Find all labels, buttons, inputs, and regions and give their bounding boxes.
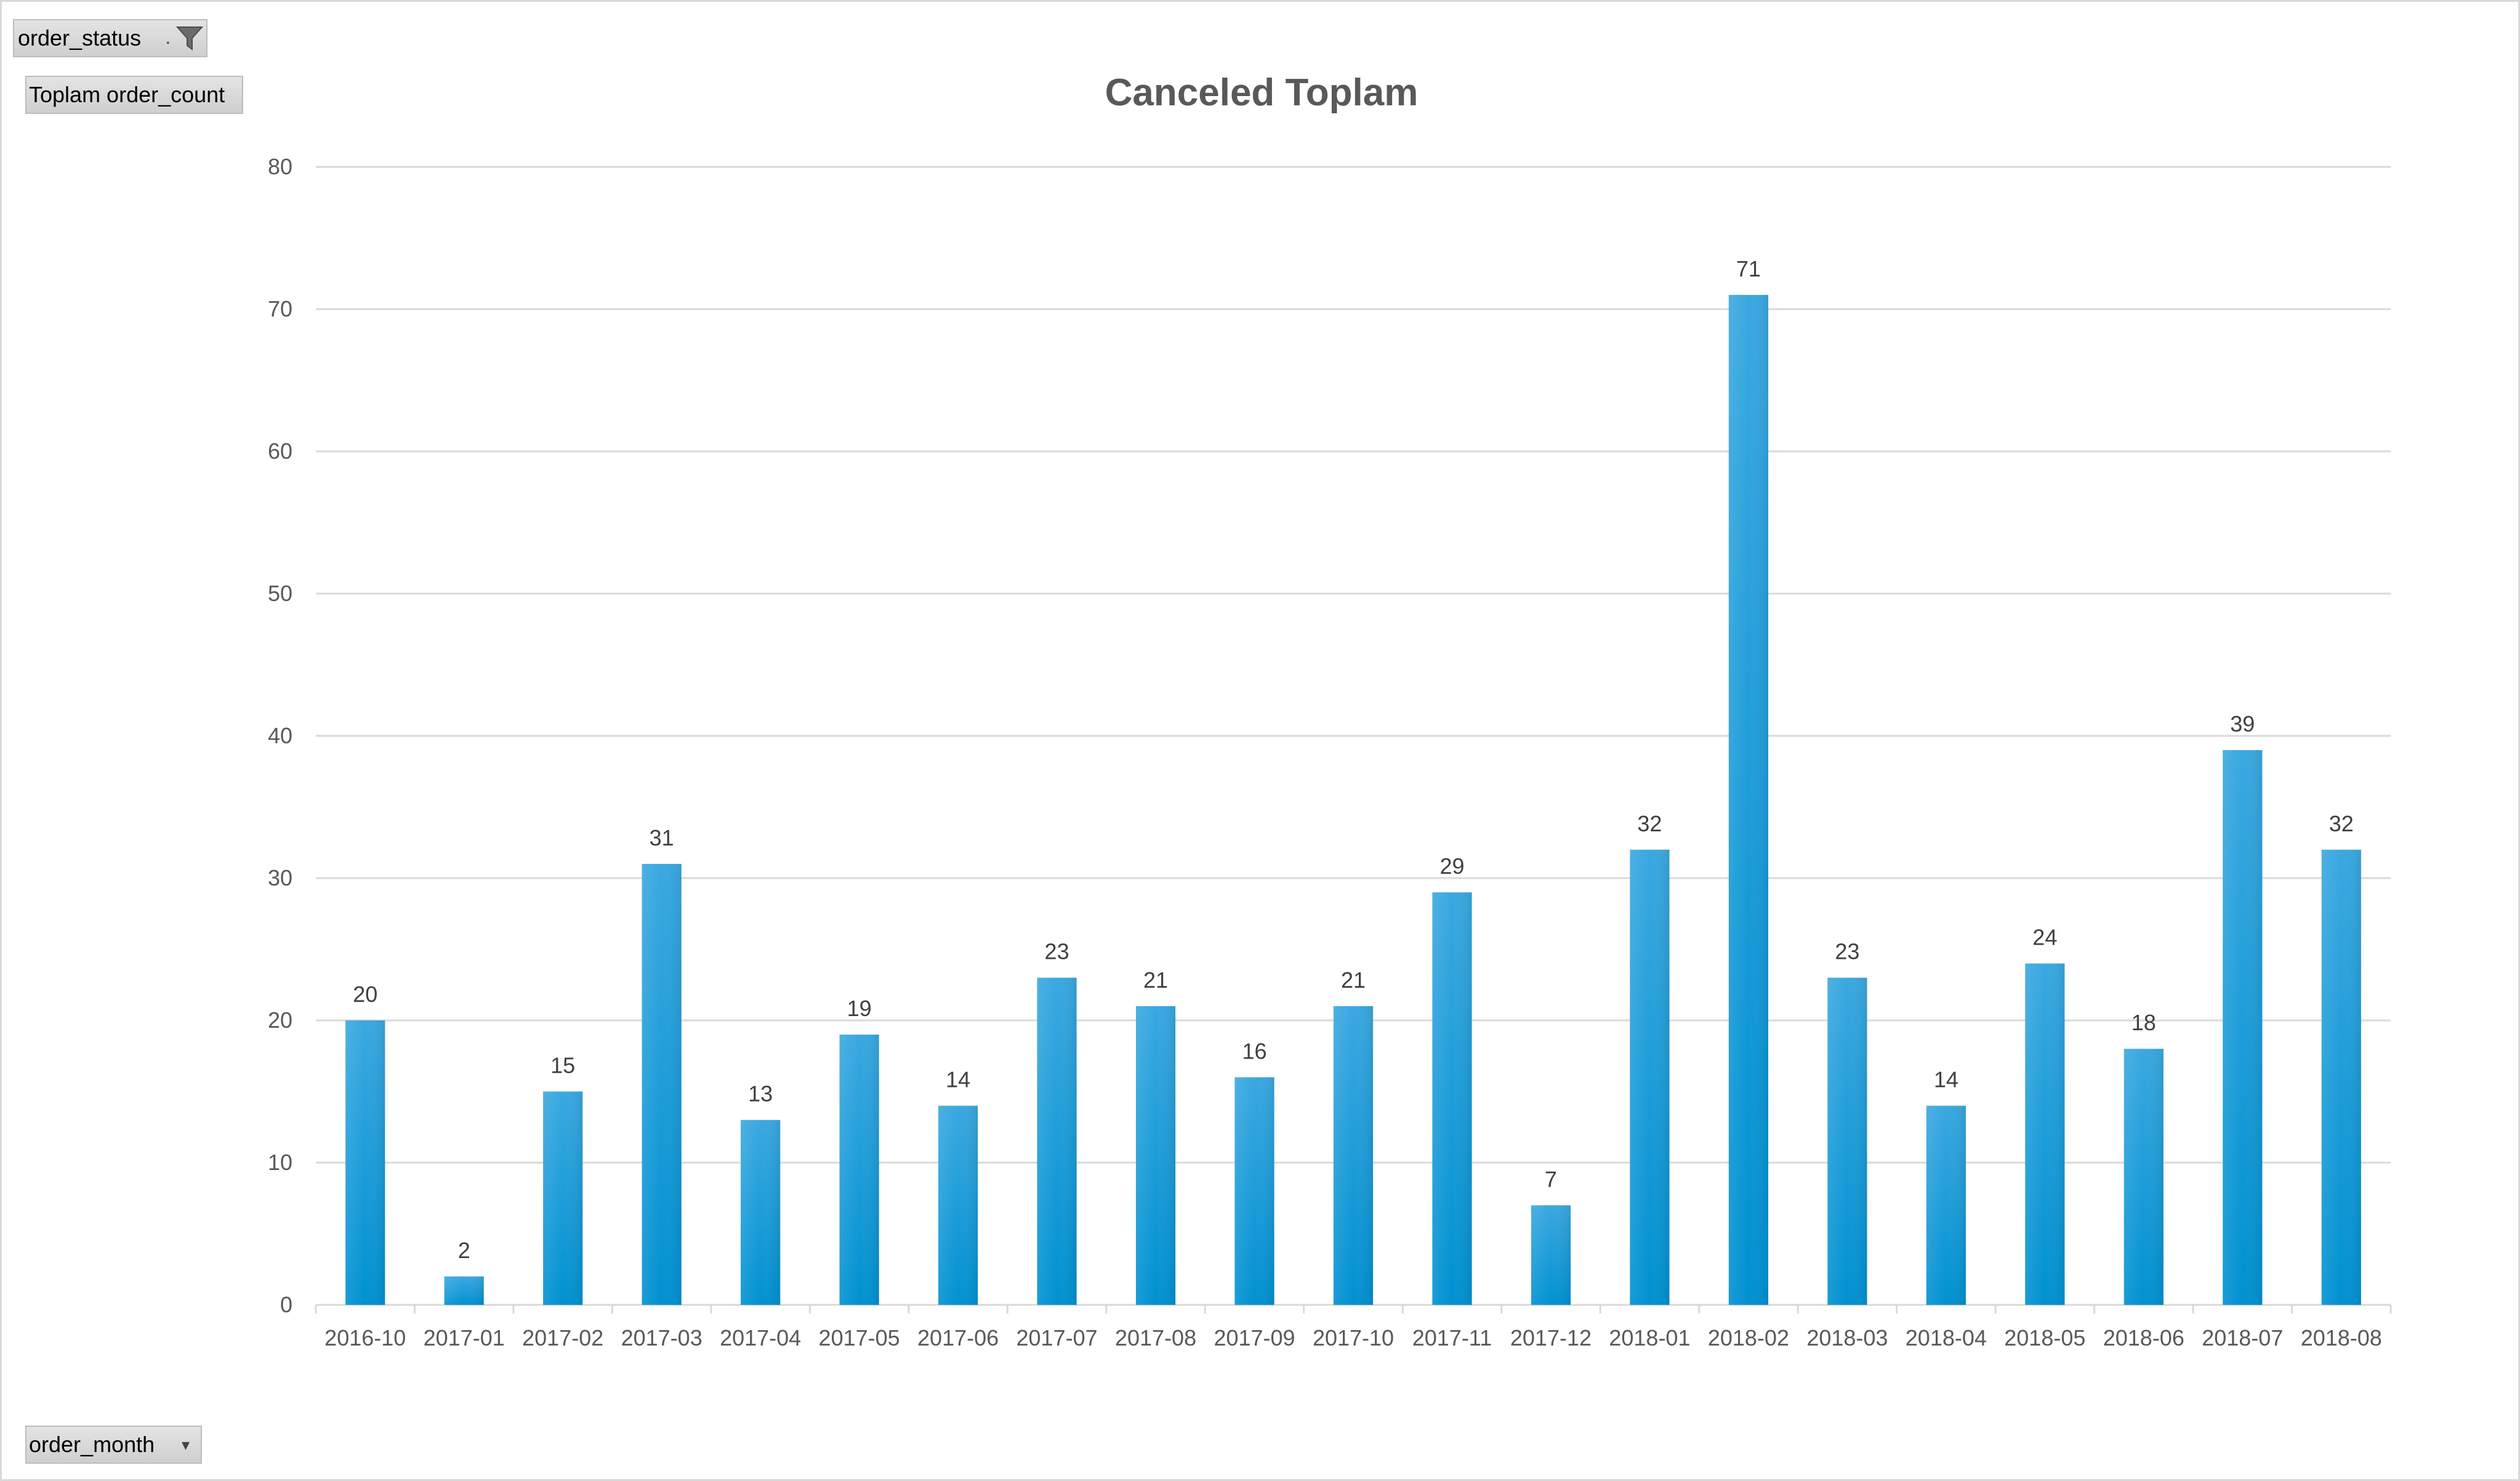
axis-field-label: order_month: [29, 1432, 155, 1457]
bar-shade-2017-11: [1432, 892, 1472, 1305]
data-label-2018-01: 32: [1637, 811, 1662, 836]
x-tick-label-2017-11: 2017-11: [1412, 1325, 1492, 1350]
data-label-2017-08: 21: [1143, 967, 1168, 993]
bar-shade-2018-07: [2223, 750, 2263, 1305]
value-field-button[interactable]: Toplam order_count: [25, 76, 243, 114]
x-tick-label-2018-01: 2018-01: [1609, 1325, 1690, 1350]
x-tick-label-2018-04: 2018-04: [1906, 1325, 1987, 1350]
y-tick-label: 70: [268, 296, 292, 321]
data-label-2018-03: 23: [1835, 939, 1859, 964]
data-label-2018-07: 39: [2230, 711, 2255, 736]
x-tick-label-2017-06: 2017-06: [917, 1325, 999, 1350]
x-tick-label-2017-09: 2017-09: [1214, 1325, 1295, 1350]
x-tick-label-2018-07: 2018-07: [2202, 1325, 2283, 1350]
x-tick-label-2017-04: 2017-04: [720, 1325, 801, 1350]
x-tick-label-2017-07: 2017-07: [1016, 1325, 1098, 1350]
y-tick-label: 10: [268, 1150, 292, 1175]
bar-shade-2017-06: [938, 1105, 978, 1305]
order-month-axis-field-button[interactable]: order_month ▾: [25, 1426, 202, 1464]
x-tick-label-2018-08: 2018-08: [2301, 1325, 2382, 1350]
bar-shade-2017-02: [543, 1091, 583, 1305]
data-label-2018-08: 32: [2329, 811, 2354, 836]
bar-shade-2017-04: [741, 1120, 781, 1305]
y-tick-label: 60: [268, 438, 292, 464]
bar-shade-2018-08: [2321, 849, 2361, 1305]
funnel-filter-icon: [175, 26, 204, 50]
bar-shade-2017-09: [1234, 1077, 1274, 1305]
chart-title: Canceled Toplam: [1105, 71, 1419, 114]
data-label-2017-02: 15: [550, 1053, 575, 1078]
data-label-2017-03: 31: [650, 825, 674, 850]
bar-shade-2017-01: [444, 1276, 484, 1305]
x-tick-label-2018-02: 2018-02: [1708, 1325, 1789, 1350]
order-status-filter-label: order_status: [18, 25, 142, 50]
data-label-2017-12: 7: [1545, 1166, 1557, 1192]
bar-shade-2018-06: [2123, 1049, 2164, 1305]
y-tick-label: 50: [268, 581, 292, 606]
y-axis-tick-labels: 0 10 20 30 40 50 60 70 80: [268, 154, 292, 1317]
x-tick-label-2017-02: 2017-02: [522, 1325, 603, 1350]
bar-shade-2017-07: [1037, 977, 1077, 1305]
bar-shade-2017-08: [1135, 1006, 1176, 1305]
y-tick-label: 80: [268, 154, 292, 179]
data-label-2018-06: 18: [2132, 1010, 2156, 1035]
x-tick-label-2017-05: 2017-05: [819, 1325, 900, 1350]
y-tick-label: 20: [268, 1007, 292, 1033]
bar-shade-2017-03: [642, 863, 682, 1305]
bar-shade-2018-04: [1926, 1105, 1966, 1305]
y-tick-label: 40: [268, 723, 292, 748]
x-tick-label-2017-08: 2017-08: [1115, 1325, 1196, 1350]
data-label-2017-10: 21: [1341, 967, 1366, 993]
bar-shade-2018-01: [1630, 849, 1670, 1305]
data-label-2018-04: 14: [1934, 1067, 1958, 1092]
data-label-2017-06: 14: [946, 1067, 970, 1092]
x-tick-label-2017-03: 2017-03: [621, 1325, 702, 1350]
data-label-2016-10: 20: [353, 982, 377, 1007]
bars: [345, 294, 2361, 1305]
bar-shade-2018-03: [1827, 977, 1867, 1305]
y-tick-label: 0: [280, 1292, 292, 1317]
dropdown-arrow-icon: ▾: [181, 1435, 190, 1454]
x-tick-label-2017-01: 2017-01: [424, 1325, 505, 1350]
data-label-2017-07: 23: [1045, 939, 1069, 964]
data-label-2018-02: 71: [1736, 256, 1761, 281]
data-label-2017-05: 19: [847, 996, 872, 1021]
bar-shade-2016-10: [345, 1020, 385, 1305]
x-tick-label-2018-03: 2018-03: [1806, 1325, 1888, 1350]
bar-shade-2018-05: [2025, 963, 2065, 1305]
x-axis-tick-labels: 2016-10 2017-01 2017-02 2017-03 2017-04 2017-…: [324, 1325, 2382, 1350]
bar-shade-2018-02: [1728, 294, 1768, 1305]
x-tick-label-2017-12: 2017-12: [1510, 1325, 1592, 1350]
data-label-2017-11: 29: [1439, 853, 1464, 879]
bar-shade-2017-12: [1531, 1205, 1571, 1305]
order-status-filter-button[interactable]: order_status .: [13, 19, 207, 57]
x-tick-label-2017-10: 2017-10: [1313, 1325, 1394, 1350]
value-field-label: Toplam order_count: [29, 82, 225, 107]
data-label-2017-01: 2: [458, 1238, 470, 1263]
data-label-2018-05: 24: [2032, 925, 2057, 950]
bar-shade-2017-05: [839, 1035, 879, 1305]
data-labels: 20 2 15 31 13 19 14 23 21 16 21 29 7 32 71 23 14 24 18 39 32: [353, 256, 2354, 1263]
bar-shade-2017-10: [1333, 1006, 1374, 1305]
x-tick-label-2018-05: 2018-05: [2004, 1325, 2085, 1350]
data-label-2017-04: 13: [748, 1081, 773, 1107]
dropdown-arrow-icon: .: [165, 28, 171, 48]
data-label-2017-09: 16: [1242, 1038, 1267, 1063]
x-tick-label-2018-06: 2018-06: [2103, 1325, 2184, 1350]
x-tick-label-2016-10: 2016-10: [324, 1325, 406, 1350]
y-tick-label: 30: [268, 865, 292, 890]
